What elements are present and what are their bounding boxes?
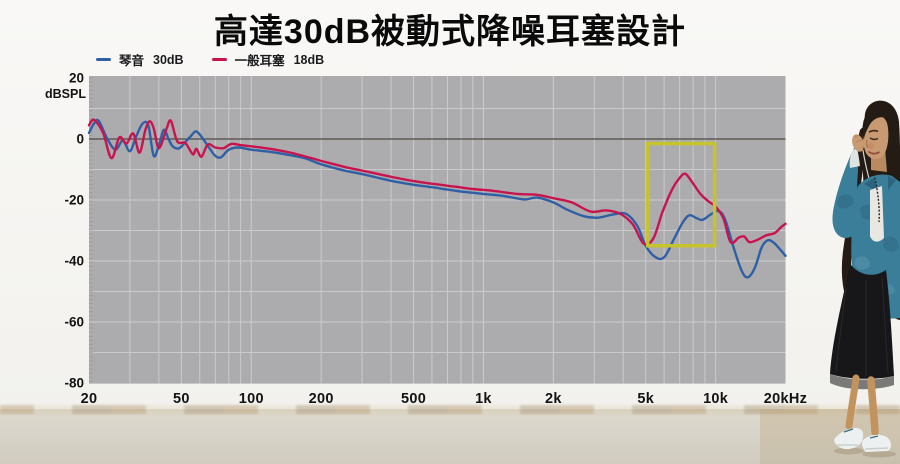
highlight-box [645, 141, 717, 248]
raised-arm-sleeve [832, 146, 862, 239]
legend-item-qinyin: 琴音 30dB [96, 50, 184, 69]
svg-text:50: 50 [173, 391, 190, 407]
floor-seam [0, 405, 900, 414]
woman-figure [830, 100, 900, 458]
sneaker-left-logo [843, 428, 854, 433]
shirt-cuff [849, 148, 860, 168]
hair-front [862, 107, 894, 140]
closed-eye [869, 137, 879, 141]
skirt-fold-1 [835, 287, 847, 373]
leg-right [867, 376, 879, 436]
y-axis-unit-label: dBSPL [45, 87, 86, 101]
svg-text:-80: -80 [64, 376, 84, 391]
cheek-blush [867, 142, 875, 150]
legend-value-qinyin: 30dB [153, 52, 184, 67]
white-shirt [870, 186, 884, 242]
legend-value-general-earplug: 18dB [293, 52, 325, 67]
svg-text:-20: -20 [64, 193, 84, 208]
svg-text:20kHz: 20kHz [764, 391, 807, 407]
eyebrow [868, 129, 879, 133]
series-line-general-earplug [87, 118, 787, 246]
floor-background [0, 409, 900, 464]
svg-text:-60: -60 [64, 315, 84, 330]
svg-text:-40: -40 [64, 254, 84, 269]
svg-text:500: 500 [401, 391, 426, 407]
jacket-wash-2 [883, 236, 899, 252]
jacket-collar-right [888, 176, 896, 190]
legend-line-qinyin-icon [96, 57, 111, 62]
jacket-wash-3 [854, 256, 870, 270]
necklace [873, 173, 880, 223]
y-axis-labels: 20 0 -20 -40 -60 -80 dBSPL [45, 71, 86, 391]
plot-area [89, 76, 786, 384]
smile [867, 150, 880, 155]
shoe-shadow-left [834, 447, 864, 455]
chart-title: 高達30dB被動式降噪耳塞設計 [213, 13, 687, 51]
nose [865, 139, 869, 148]
svg-text:20: 20 [69, 71, 84, 86]
sneaker-right-logo [869, 435, 879, 439]
sleeve-shade [837, 194, 854, 209]
black-skirt [830, 264, 894, 379]
svg-text:0: 0 [76, 132, 84, 147]
skirt-sheer-hem [830, 374, 894, 390]
leg-left [845, 374, 860, 430]
series-line-qinyin [87, 118, 787, 279]
x-axis-labels: 20 50 100 200 500 1k 2k 5k 10k 20kHz [81, 391, 807, 407]
hand-on-ear [852, 134, 864, 152]
legend-line-general-earplug-icon [211, 57, 227, 62]
finger-lines [854, 134, 862, 143]
face [862, 114, 889, 160]
legend-label-general-earplug: 一般耳塞 [234, 54, 285, 68]
skirt-fold-3 [881, 277, 889, 375]
y-axis-minor-ticks [89, 77, 93, 382]
sneaker-left [834, 428, 864, 450]
svg-text:200: 200 [309, 391, 334, 407]
svg-text:20: 20 [81, 391, 98, 407]
svg-text:10k: 10k [703, 391, 729, 407]
legend-item-general-earplug: 一般耳塞 18dB [211, 50, 325, 69]
svg-text:100: 100 [239, 391, 264, 407]
chart-legend: 琴音 30dB 一般耳塞 18dB [96, 50, 324, 69]
shoe-shadow-right [862, 450, 896, 458]
sneaker-right-sole [864, 447, 889, 450]
legend-label-qinyin: 琴音 [119, 54, 145, 68]
svg-text:5k: 5k [637, 391, 654, 407]
svg-text:2k: 2k [545, 391, 562, 407]
svg-text:1k: 1k [475, 391, 492, 407]
woman-listening-photo [830, 100, 900, 458]
gridlines [89, 76, 786, 384]
